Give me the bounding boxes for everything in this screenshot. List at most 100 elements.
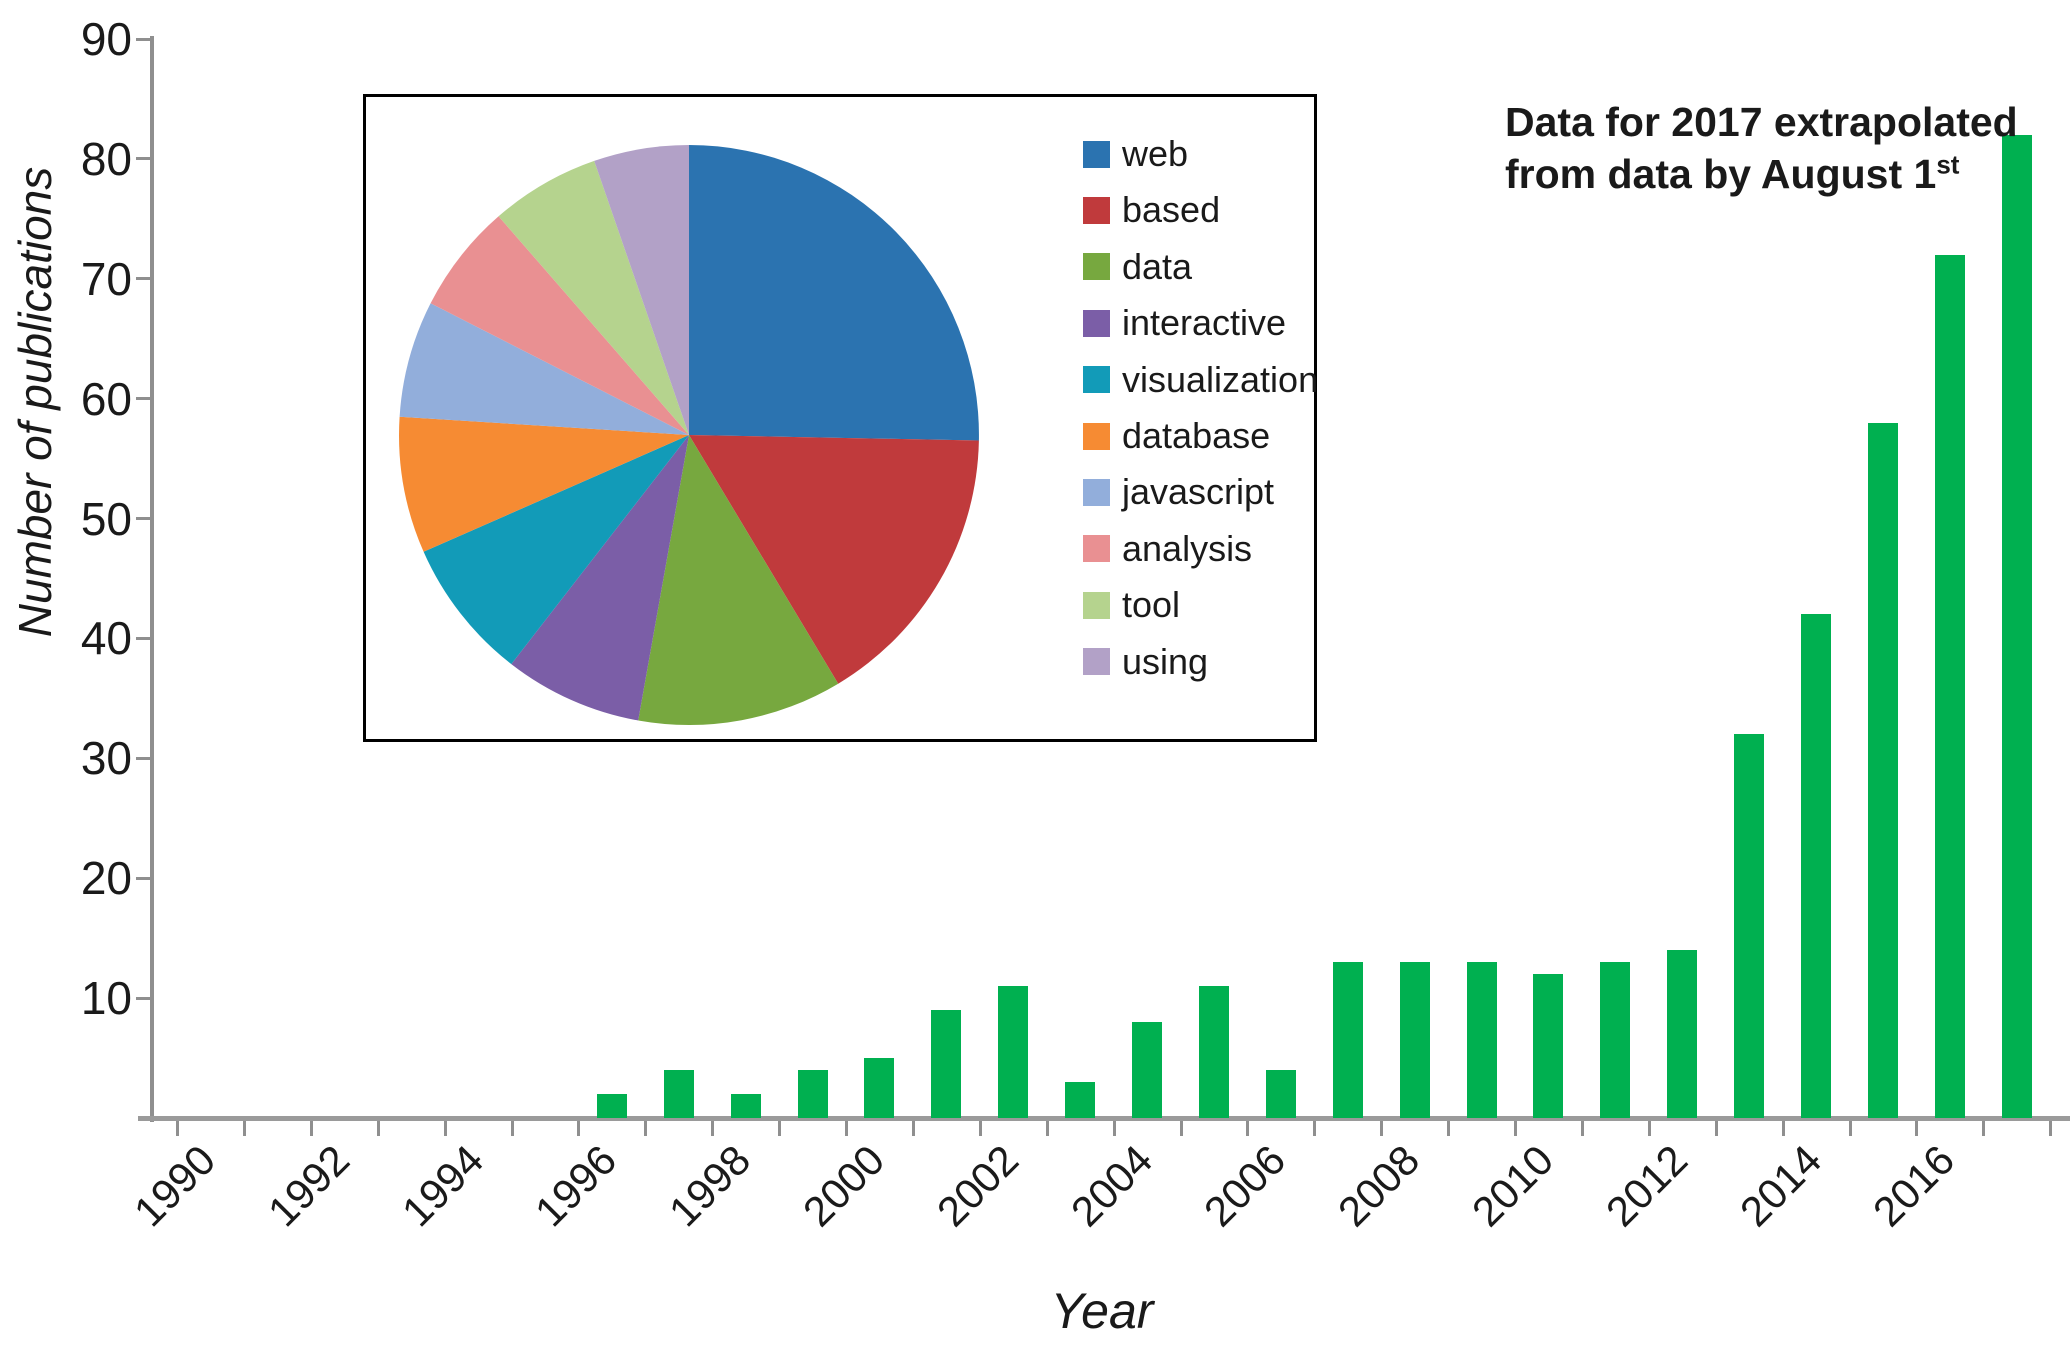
y-tick-10 [136, 996, 151, 1000]
legend-label-analysis: analysis [1122, 527, 1253, 569]
x-tick-2001 [911, 1121, 915, 1136]
bar-2008 [1399, 962, 1430, 1118]
pie-slice-javascript [399, 303, 689, 435]
legend-item-database: database [1083, 416, 1270, 456]
bar-2016 [1934, 254, 1965, 1118]
legend-item-data: data [1083, 246, 1192, 287]
bar-2000 [864, 1058, 895, 1118]
x-axis-title: Year [1050, 1283, 1154, 1339]
x-tick-1992 [309, 1121, 313, 1136]
bar-2011 [1600, 962, 1631, 1118]
x-tick-2006 [1246, 1121, 1250, 1136]
legend-label-interactive: interactive [1122, 302, 1287, 344]
x-tick-1990 [176, 1121, 179, 1136]
legend-item-based: based [1083, 190, 1220, 230]
legend-swatch-database [1083, 422, 1110, 450]
legend-label-web: web [1122, 133, 1189, 174]
pie-slice-analysis [430, 216, 689, 435]
y-tick-70 [136, 277, 151, 281]
x-tick-2017 [1982, 1121, 1986, 1136]
x-tick-2000 [845, 1121, 848, 1136]
y-tick-label-40: 40 [80, 612, 132, 665]
bar-2002 [998, 986, 1029, 1118]
annotation-line1: Data for 2017 extrapolated [1505, 99, 2018, 145]
bar-2001 [931, 1010, 962, 1118]
x-tick-label-2012: 2012 [1596, 1136, 1697, 1236]
x-tick-2010 [1514, 1121, 1517, 1136]
x-tick-2008 [1380, 1121, 1384, 1136]
x-tick-label-1992: 1992 [258, 1136, 359, 1236]
legend-swatch-based [1083, 196, 1110, 224]
pie-slice-tool [498, 160, 689, 435]
x-tick-2013 [1714, 1121, 1718, 1136]
legend-label-visualization: visualization [1122, 358, 1319, 400]
legend-swatch-web [1083, 140, 1110, 168]
y-tick-label-10: 10 [80, 972, 132, 1025]
y-tick-label-70: 70 [80, 252, 132, 305]
legend-swatch-visualization [1083, 366, 1110, 394]
x-tick-2018 [2049, 1121, 2053, 1136]
bar-1999 [797, 1070, 828, 1118]
annotation-line2: from data by August 1 [1505, 151, 1937, 198]
x-tick-label-1998: 1998 [660, 1136, 760, 1236]
y-tick-label-20: 20 [80, 852, 132, 905]
annotation-note: Data for 2017 extrapolated from data by … [1505, 96, 2065, 201]
x-tick-label-2000: 2000 [793, 1136, 894, 1236]
x-tick-1993 [376, 1121, 380, 1136]
bar-1996 [596, 1094, 627, 1118]
y-tick-label-80: 80 [80, 132, 132, 185]
x-tick-1999 [778, 1121, 782, 1136]
legend-label-using: using [1122, 640, 1209, 682]
legend-swatch-analysis [1083, 535, 1110, 563]
legend-item-visualization: visualization [1083, 358, 1319, 400]
x-tick-1996 [577, 1121, 581, 1136]
legend-swatch-using [1083, 648, 1110, 676]
x-tick-label-2014: 2014 [1730, 1136, 1830, 1236]
y-tick-80 [136, 157, 151, 161]
x-tick-label-2006: 2006 [1195, 1136, 1295, 1236]
pie-slice-visualization [423, 435, 689, 665]
x-tick-label-2010: 2010 [1462, 1136, 1563, 1236]
pie-inset-box: web based data interactive visualization data… [363, 94, 1319, 742]
legend-item-tool: tool [1083, 585, 1180, 625]
x-tick-1994 [443, 1121, 447, 1136]
pie-slice-using [594, 144, 689, 435]
x-tick-2005 [1179, 1121, 1183, 1136]
x-tick-2007 [1313, 1121, 1317, 1136]
bar-2005 [1198, 986, 1229, 1118]
pie-slice-web [689, 145, 979, 441]
pie-chart [399, 144, 979, 725]
legend-item-analysis: analysis [1083, 527, 1253, 569]
pie-slice-database [399, 416, 689, 552]
x-tick-1997 [644, 1121, 648, 1136]
legend-label-javascript: javascript [1122, 471, 1275, 513]
x-tick-2009 [1447, 1121, 1451, 1136]
legend-swatch-interactive [1083, 309, 1110, 337]
y-tick-label-90: 90 [80, 13, 132, 65]
bar-2009 [1466, 962, 1497, 1118]
y-tick-30 [136, 756, 151, 760]
bar-1998 [730, 1094, 761, 1118]
bar-2014 [1801, 614, 1832, 1118]
x-tick-label-1996: 1996 [526, 1136, 626, 1236]
x-tick-2002 [978, 1121, 982, 1136]
x-tick-2004 [1112, 1121, 1116, 1136]
x-tick-1995 [510, 1121, 514, 1136]
x-tick-label-1990: 1990 [124, 1136, 225, 1236]
x-tick-label-2004: 2004 [1061, 1136, 1161, 1236]
bar-2012 [1667, 950, 1698, 1118]
y-tick-50 [136, 517, 151, 521]
pie-slice-based [689, 435, 979, 684]
y-tick-label-30: 30 [80, 732, 132, 785]
y-tick-60 [136, 397, 151, 401]
legend-item-interactive: interactive [1083, 303, 1286, 343]
bar-2017 [2001, 134, 2032, 1118]
bar-2015 [1867, 422, 1898, 1118]
y-axis-line [150, 36, 154, 1122]
x-tick-2012 [1647, 1121, 1651, 1136]
bar-2013 [1734, 734, 1765, 1118]
bar-1997 [663, 1070, 694, 1118]
bar-2010 [1533, 974, 1564, 1118]
x-tick-2016 [1915, 1121, 1919, 1136]
